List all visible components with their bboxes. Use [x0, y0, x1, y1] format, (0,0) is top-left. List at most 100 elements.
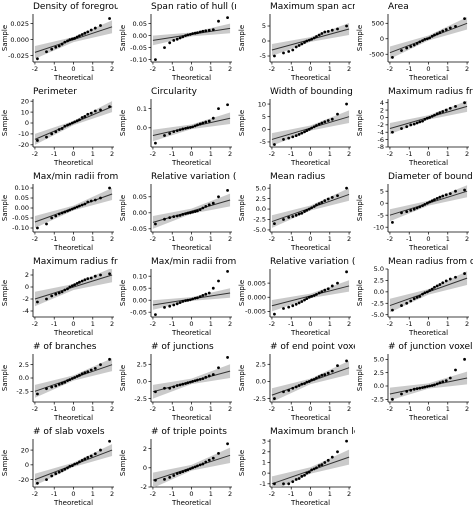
x-axis-label: Theoretical: [171, 74, 211, 82]
y-axis-label: Sample: [356, 25, 364, 51]
y-tick-label: 2.5: [374, 277, 384, 285]
point: [226, 356, 229, 359]
point: [430, 34, 434, 38]
point: [300, 382, 304, 386]
x-tick-label: 0: [189, 405, 193, 413]
point: [178, 36, 182, 40]
point: [412, 122, 416, 126]
y-axis-label: Sample: [356, 110, 364, 136]
point: [320, 121, 324, 125]
point: [86, 277, 90, 280]
point: [172, 215, 176, 219]
x-axis-label: Theoretical: [290, 499, 330, 507]
point: [196, 123, 199, 127]
y-tick-label: 0.000: [247, 293, 266, 301]
x-tick-label: 2: [465, 235, 469, 243]
point: [178, 213, 182, 217]
x-tick-label: -2: [32, 320, 38, 328]
qq-panel: Mean radius from circle's -5.0 -2.5 0.0 2.5 5…: [356, 257, 474, 337]
x-tick-label: 2: [465, 150, 469, 158]
point: [312, 377, 316, 381]
x-tick-label: -1: [51, 405, 57, 413]
x-tick-label: 1: [91, 405, 95, 413]
point: [68, 122, 72, 126]
y-tick-label: 0.00: [15, 204, 29, 212]
point: [433, 113, 436, 117]
qq-panel: # of junction voxels -2.5 0.0 2.5 5.0 -2 -1 0 1 2…: [356, 342, 473, 422]
point: [89, 111, 93, 115]
point: [287, 136, 291, 140]
y-tick-label: 2: [380, 106, 384, 114]
point: [441, 110, 445, 113]
panel-title: Relative variation (CV) i: [151, 172, 258, 182]
point: [303, 41, 306, 44]
point: [412, 297, 416, 301]
point: [320, 290, 324, 293]
point: [282, 218, 285, 221]
point: [421, 39, 424, 43]
y-tick-label: -4: [378, 128, 384, 136]
point: [425, 385, 429, 388]
x-tick-label: 1: [446, 150, 450, 158]
point: [184, 382, 187, 385]
point: [68, 285, 72, 289]
point: [175, 302, 179, 306]
point: [108, 105, 111, 109]
point: [75, 119, 79, 123]
y-tick-label: 0.0: [137, 124, 147, 132]
x-tick-label: 0: [426, 320, 430, 328]
point: [45, 297, 48, 301]
y-tick-label: 500: [372, 19, 384, 27]
x-tick-label: 1: [328, 150, 332, 158]
point: [405, 389, 409, 393]
x-axis-label: Theoretical: [171, 499, 211, 507]
point: [36, 57, 39, 61]
point: [330, 455, 334, 459]
point: [217, 452, 220, 455]
x-axis-label: Theoretical: [290, 74, 330, 82]
x-tick-label: 1: [209, 235, 213, 243]
point: [441, 281, 445, 285]
point: [418, 120, 422, 124]
y-tick-label: -5.0: [371, 311, 384, 319]
panel-title: Area: [388, 2, 409, 12]
x-tick-label: -2: [32, 490, 38, 498]
point: [282, 390, 285, 394]
point: [300, 300, 304, 303]
point: [345, 439, 348, 443]
point: [73, 120, 77, 124]
x-tick-label: 2: [228, 65, 232, 73]
point: [330, 284, 334, 288]
point: [191, 32, 195, 36]
point: [204, 205, 208, 208]
panel-title: Mean radius from circle's: [388, 257, 474, 267]
y-tick-label: 0: [380, 114, 384, 122]
point: [405, 210, 409, 213]
point: [307, 470, 311, 474]
point: [336, 112, 339, 116]
point: [89, 276, 93, 280]
point: [297, 132, 301, 136]
y-axis-label: Sample: [238, 110, 246, 136]
point: [86, 370, 90, 373]
point: [336, 194, 339, 198]
panel-title: Diameter of bounding circl: [388, 172, 474, 182]
x-tick-label: 0: [189, 150, 193, 158]
x-tick-label: 1: [91, 65, 95, 73]
x-tick-label: 1: [209, 490, 213, 498]
point: [444, 193, 448, 197]
point: [330, 117, 334, 121]
x-tick-label: 0: [426, 150, 430, 158]
y-tick-label: 1: [262, 459, 266, 467]
point: [217, 195, 220, 199]
qq-panel: Circularity 0.0 0.1 -2 -1 0 1 2 Theoretical Sampl…: [119, 87, 232, 167]
x-axis-label: Theoretical: [408, 159, 448, 167]
x-tick-label: 0: [426, 405, 430, 413]
point: [172, 130, 176, 134]
point: [196, 296, 199, 300]
y-tick-label: 0.1: [137, 105, 147, 113]
point: [430, 287, 434, 291]
y-tick-label: 0.0: [19, 374, 29, 382]
point: [345, 359, 348, 363]
x-tick-label: -1: [406, 65, 412, 73]
